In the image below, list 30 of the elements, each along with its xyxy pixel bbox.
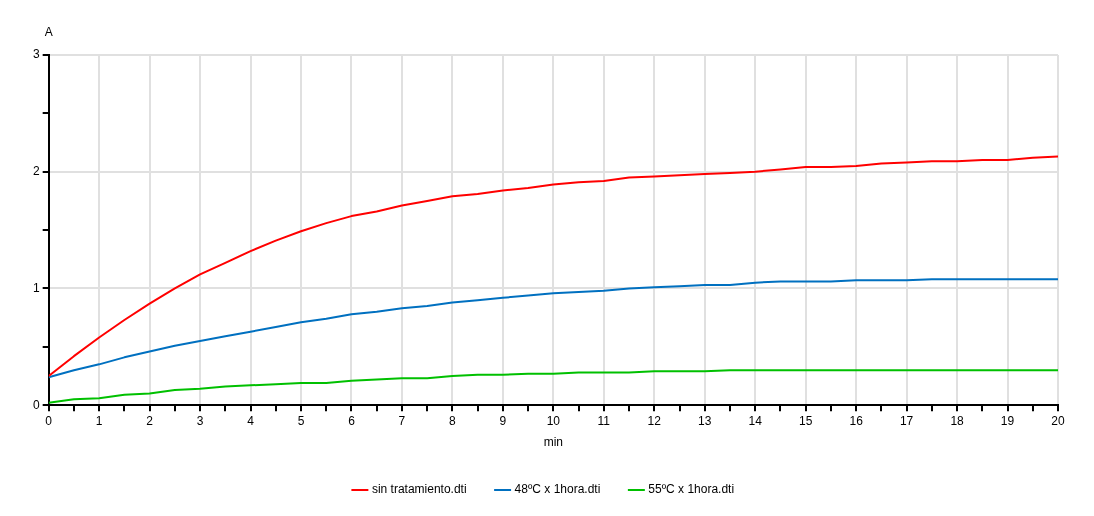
x-tick-label: 19 [1000, 413, 1015, 428]
x-tick-label: 0 [45, 413, 53, 428]
x-tick-label: 10 [546, 413, 561, 428]
legend-label: 55ºC x 1hora.dti [648, 482, 735, 497]
y-tick-label: 1 [32, 280, 40, 295]
x-tick-label: 1 [95, 413, 103, 428]
x-tick-label: 18 [950, 413, 965, 428]
x-tick-label: 6 [348, 413, 356, 428]
x-tick-label: 8 [449, 413, 457, 428]
x-tick-label: 4 [247, 413, 255, 428]
x-tick-label: 11 [597, 413, 611, 428]
y-axis-title: A [44, 25, 53, 40]
x-tick-label: 3 [196, 413, 204, 428]
legend-label: sin tratamiento.dti [371, 482, 467, 497]
x-tick-label: 17 [899, 413, 914, 428]
x-axis-title: min [543, 435, 564, 450]
y-tick-label: 3 [32, 47, 40, 62]
legend-label: 48ºC x 1hora.dti [514, 482, 601, 497]
x-tick-label: 13 [698, 413, 712, 428]
x-tick-label: 5 [297, 413, 305, 428]
x-tick-label: 14 [748, 413, 763, 428]
y-tick-label: 2 [32, 164, 40, 179]
x-tick-label: 16 [849, 413, 864, 428]
x-tick-label: 20 [1051, 413, 1065, 428]
x-tick-label: 15 [798, 413, 813, 428]
y-tick-label: 0 [32, 397, 40, 412]
x-tick-label: 2 [146, 413, 154, 428]
x-tick-label: 12 [647, 413, 662, 428]
x-tick-label: 7 [398, 413, 406, 428]
x-tick-label: 9 [499, 413, 507, 428]
